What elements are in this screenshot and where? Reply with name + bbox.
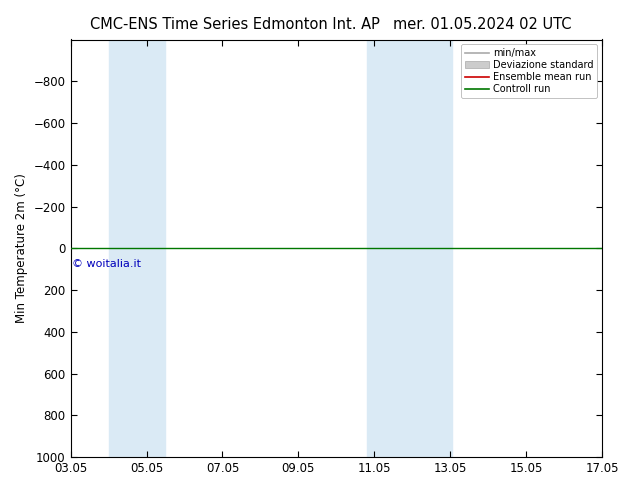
Text: mer. 01.05.2024 02 UTC: mer. 01.05.2024 02 UTC (392, 17, 571, 32)
Y-axis label: Min Temperature 2m (°C): Min Temperature 2m (°C) (15, 173, 28, 323)
Text: © woitalia.it: © woitalia.it (72, 259, 141, 269)
Bar (367, 40, 452, 457)
Bar (108, 40, 165, 457)
Legend: min/max, Deviazione standard, Ensemble mean run, Controll run: min/max, Deviazione standard, Ensemble m… (461, 45, 597, 98)
Text: CMC-ENS Time Series Edmonton Int. AP: CMC-ENS Time Series Edmonton Int. AP (89, 17, 380, 32)
